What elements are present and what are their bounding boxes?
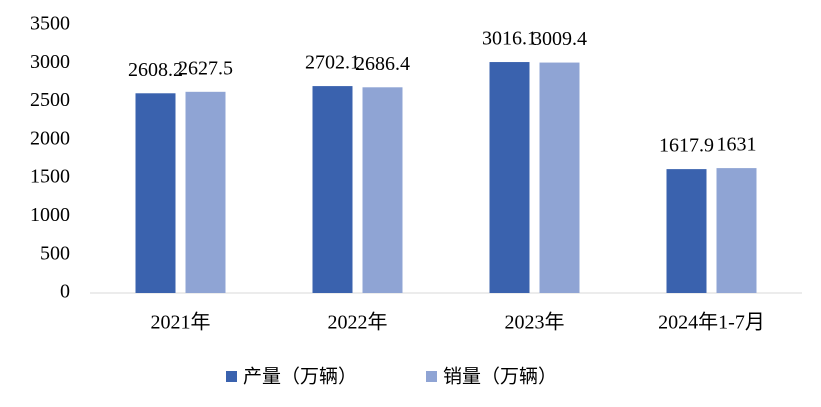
y-tick-label: 3500 [30, 13, 70, 35]
data-label: 2702.1 [305, 52, 360, 74]
x-tick-label: 2024年1-7月 [658, 311, 765, 334]
bar [185, 91, 226, 294]
data-label: 1617.9 [659, 135, 714, 157]
y-tick-label: 1500 [30, 166, 70, 188]
y-tick-label: 1000 [30, 204, 70, 226]
data-label: 2608.2 [128, 59, 183, 81]
bar [539, 62, 580, 293]
legend-label: 销量（万辆） [443, 365, 557, 387]
bar [716, 168, 757, 293]
bar [489, 62, 530, 293]
y-tick-label: 3000 [30, 51, 70, 73]
y-tick-label: 2500 [30, 89, 70, 111]
x-tick-label: 2023年 [505, 311, 565, 334]
y-tick-label: 500 [40, 242, 70, 264]
data-label: 3009.4 [532, 28, 587, 50]
x-tick-label: 2021年 [151, 311, 211, 334]
legend-swatch [226, 371, 237, 382]
legend-swatch [426, 371, 437, 382]
data-label: 2686.4 [355, 53, 410, 75]
bar [312, 86, 353, 293]
bar [135, 93, 176, 293]
data-label: 1631 [717, 134, 757, 156]
bar [362, 87, 403, 293]
data-label: 2627.5 [178, 57, 233, 79]
x-tick-label: 2022年 [328, 311, 388, 334]
y-tick-label: 0 [60, 281, 70, 303]
y-tick-label: 2000 [30, 127, 70, 149]
legend-label: 产量（万辆） [243, 365, 357, 387]
data-label: 3016.1 [482, 28, 537, 50]
bar [666, 169, 707, 293]
